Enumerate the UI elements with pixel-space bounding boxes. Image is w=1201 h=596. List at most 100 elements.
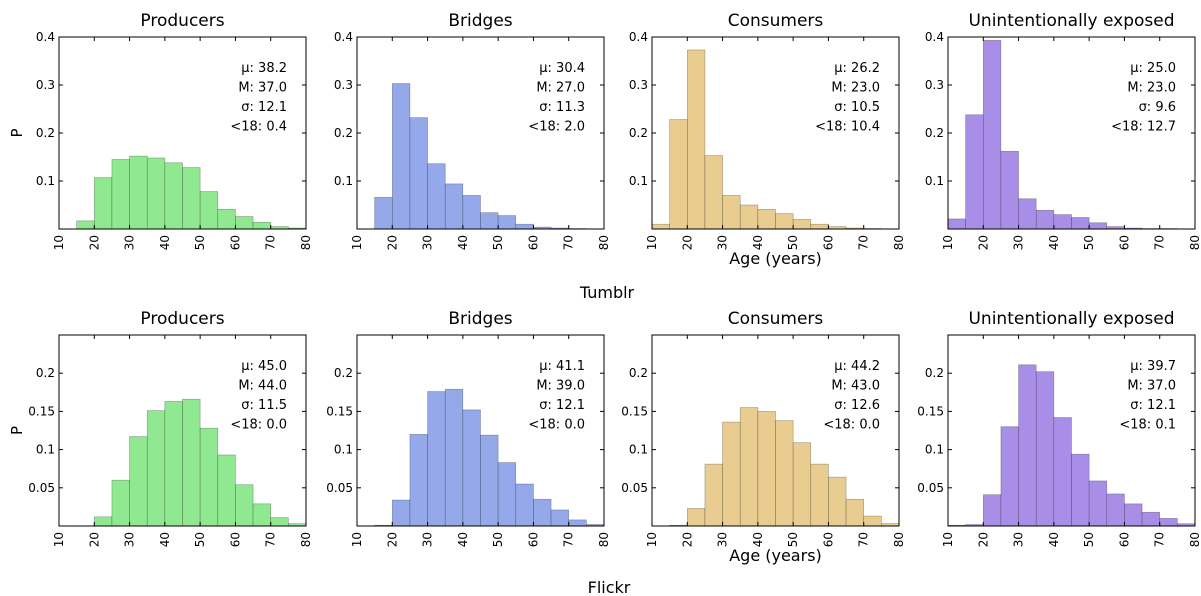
plot-frame — [356, 334, 605, 527]
x-tick-label: 40 — [158, 235, 172, 250]
stat-annotation: μ: 30.4 — [539, 61, 585, 76]
histogram-bar — [1018, 364, 1037, 527]
y-tick-label: 0.4 — [629, 30, 648, 44]
x-tick-label: 60 — [1117, 532, 1131, 547]
y-tick-label: 0.3 — [36, 78, 55, 92]
x-tick-label: 20 — [87, 235, 101, 250]
x-tick-label: 60 — [821, 532, 835, 547]
histogram-bar — [1000, 150, 1019, 230]
y-tick-label: 0.2 — [36, 126, 55, 140]
histogram-bar — [775, 420, 794, 527]
histogram-bar — [704, 463, 723, 527]
stat-annotation: σ: 12.1 — [241, 100, 287, 115]
x-tick-label: 80 — [1188, 532, 1201, 547]
stat-annotation: <18: 0.1 — [1119, 418, 1176, 433]
x-tick-label: 10 — [645, 532, 659, 547]
histogram-bar — [129, 155, 148, 230]
histogram-bar — [391, 83, 411, 230]
stat-annotation: σ: 12.1 — [539, 398, 585, 413]
y-tick-label: 0.1 — [629, 174, 648, 188]
histogram-panel: 10 20 30 40 50 60 70 80 0.1 0.2 0.3 0.4 Producers μ: … — [8, 11, 313, 250]
x-tick-label: 50 — [1082, 235, 1096, 250]
x-tick-label: 70 — [857, 235, 871, 250]
histogram-bar — [409, 434, 428, 527]
histogram-bar — [686, 508, 706, 527]
x-tick-label: 60 — [228, 235, 242, 250]
stat-annotation: σ: 9.6 — [1139, 100, 1176, 115]
x-tick-label: 10 — [941, 235, 955, 250]
histogram-bar — [1053, 214, 1072, 230]
histogram-bar — [1035, 209, 1055, 230]
x-tick-label: 40 — [1047, 235, 1061, 250]
histogram-bar — [164, 401, 183, 527]
histogram-bar — [704, 155, 723, 230]
x-tick-label: 70 — [1153, 532, 1167, 547]
histogram-bar — [982, 494, 1002, 527]
y-tick-label: 0.4 — [36, 30, 55, 44]
x-tick-label: 20 — [976, 532, 990, 547]
panel-title: Unintentionally exposed — [968, 309, 1174, 329]
stat-annotation: M: 23.0 — [1127, 81, 1176, 96]
y-tick-label: 0.15 — [621, 404, 648, 418]
histogram-bar — [1071, 217, 1090, 230]
stat-annotation: M: 23.0 — [831, 81, 880, 96]
x-tick-label: 10 — [645, 235, 659, 250]
histogram-bar — [409, 117, 428, 230]
panel-title: Producers — [140, 309, 224, 329]
histogram-bar — [651, 223, 670, 230]
y-tick-label: 0.2 — [925, 126, 944, 140]
histogram-bar — [444, 183, 464, 230]
stat-annotation: σ: 12.1 — [1130, 398, 1176, 413]
tumblr-section-label: Tumblr — [579, 283, 635, 302]
x-tick-label: 40 — [751, 235, 765, 250]
histogram-bar — [1000, 426, 1019, 527]
histogram-bar — [217, 454, 236, 527]
x-tick-label: 50 — [491, 532, 505, 547]
histogram-bar — [462, 409, 481, 527]
histogram-bar — [1071, 453, 1090, 527]
x-tick-label: 20 — [680, 532, 694, 547]
x-tick-label: 70 — [562, 235, 576, 250]
histogram-bar — [93, 516, 113, 527]
x-tick-label: 20 — [87, 532, 101, 547]
x-tick-label: 50 — [491, 235, 505, 250]
x-tick-label: 50 — [786, 235, 800, 250]
x-tick-label: 30 — [421, 235, 435, 250]
histogram-bar — [775, 213, 794, 230]
stat-annotation: <18: 0.0 — [230, 418, 287, 433]
histogram-bar — [1035, 371, 1055, 527]
histogram-bar — [164, 162, 183, 230]
stat-annotation: M: 37.0 — [238, 81, 287, 96]
x-tick-label: 30 — [716, 235, 730, 250]
x-tick-label: 20 — [680, 235, 694, 250]
x-tick-label: 60 — [526, 532, 540, 547]
stat-annotation: μ: 26.2 — [834, 61, 880, 76]
histogram-bar — [76, 220, 95, 230]
y-tick-label: 0.05 — [621, 481, 648, 495]
x-tick-label: 80 — [1188, 235, 1201, 250]
x-tick-label: 60 — [1117, 235, 1131, 250]
stat-annotation: <18: 12.7 — [1111, 120, 1176, 135]
stat-annotation: μ: 44.2 — [834, 359, 880, 374]
y-tick-label: 0.2 — [36, 366, 55, 380]
histogram-bar — [1018, 198, 1037, 230]
y-axis-label: P — [8, 128, 26, 137]
histogram-bar — [1088, 222, 1108, 230]
y-tick-label: 0.4 — [925, 30, 944, 44]
y-tick-label: 0.4 — [334, 30, 353, 44]
x-tick-label: 50 — [786, 532, 800, 547]
histogram-bar — [722, 195, 741, 230]
histogram-bar — [669, 119, 688, 230]
histogram-panel: 10 20 30 40 50 60 70 80 0.05 0.1 0.15 0.2 Consumers μ… — [621, 309, 906, 565]
x-axis-label: Age (years) — [729, 249, 822, 268]
x-tick-label: 50 — [193, 235, 207, 250]
x-tick-label: 40 — [1047, 532, 1061, 547]
histogram-bar — [792, 442, 812, 527]
y-tick-label: 0.2 — [334, 126, 353, 140]
x-tick-label: 30 — [421, 532, 435, 547]
histogram-bar — [427, 163, 446, 230]
x-tick-label: 70 — [264, 235, 278, 250]
panel-title: Producers — [140, 11, 224, 31]
stat-annotation: M: 37.0 — [1127, 379, 1176, 394]
